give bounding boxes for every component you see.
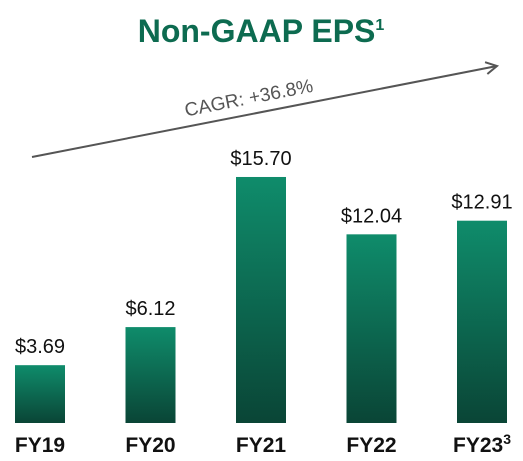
- category-text: FY20: [125, 434, 175, 457]
- category-text: FY21: [236, 434, 287, 457]
- bar: [125, 327, 176, 423]
- bar: [346, 234, 397, 423]
- x-tick-label: FY233: [453, 431, 511, 457]
- title-text: Non-GAAP EPS: [138, 13, 376, 49]
- category-text: FY22: [346, 434, 396, 457]
- category-text: FY23: [453, 434, 503, 457]
- bar: [457, 220, 507, 423]
- value-label: $12.04: [341, 205, 402, 227]
- title-footnote: 1: [375, 17, 384, 34]
- category-footnote: 3: [503, 431, 511, 447]
- category-text: FY19: [15, 434, 65, 457]
- value-label: $6.12: [125, 298, 175, 320]
- bar: [236, 176, 286, 423]
- x-tick-label: FY21: [236, 434, 287, 457]
- value-label: $3.69: [15, 336, 65, 358]
- chart-title: Non-GAAP EPS1: [138, 13, 385, 49]
- bar: [15, 365, 65, 423]
- x-tick-label: FY20: [125, 434, 175, 457]
- value-label: $12.91: [451, 192, 512, 214]
- value-label: $15.70: [230, 148, 291, 170]
- trend-arrow: [31, 66, 497, 158]
- x-tick-label: FY19: [15, 434, 65, 457]
- x-tick-label: FY22: [346, 434, 396, 457]
